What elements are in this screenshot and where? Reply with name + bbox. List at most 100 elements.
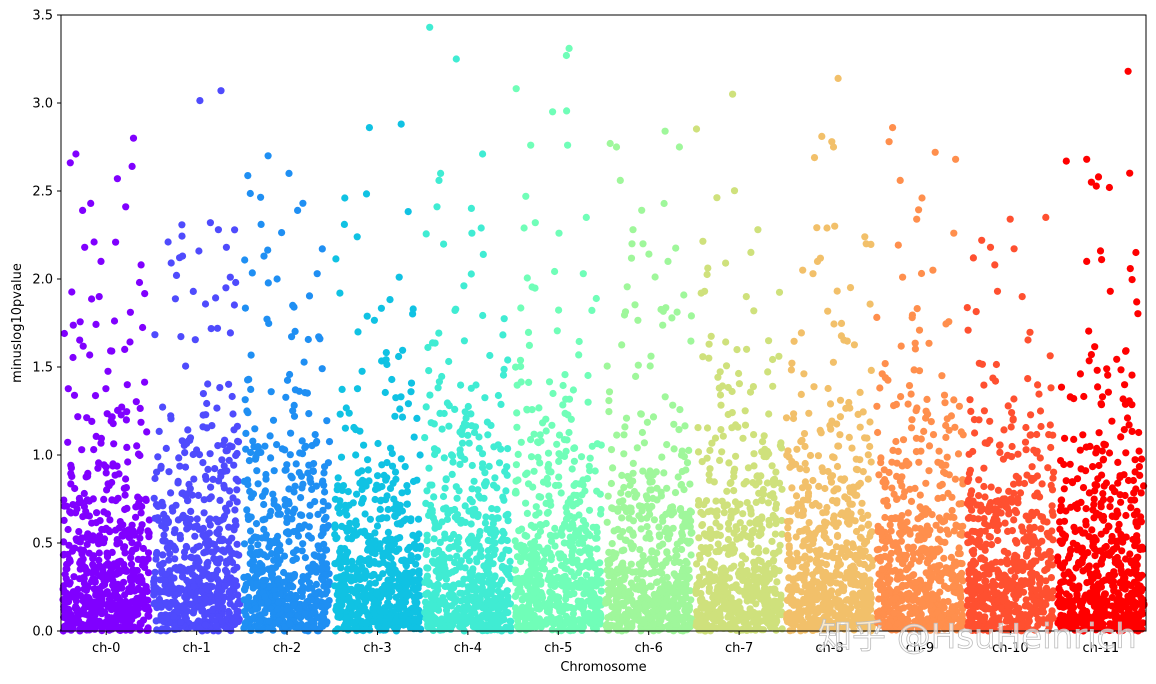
data-point bbox=[253, 449, 261, 458]
data-point bbox=[374, 439, 382, 448]
data-point bbox=[485, 462, 493, 470]
data-point bbox=[353, 570, 361, 578]
data-point bbox=[499, 331, 507, 339]
data-point bbox=[585, 550, 593, 558]
data-point bbox=[181, 463, 190, 471]
data-point bbox=[565, 395, 574, 403]
data-point bbox=[159, 403, 167, 411]
data-point-notable bbox=[341, 194, 349, 202]
data-point bbox=[512, 85, 520, 93]
data-point bbox=[730, 487, 738, 495]
data-point bbox=[605, 388, 614, 396]
data-point bbox=[533, 622, 541, 630]
data-point-notable bbox=[336, 289, 344, 297]
data-point bbox=[231, 506, 239, 514]
data-point bbox=[476, 595, 484, 603]
data-point bbox=[734, 501, 742, 510]
data-point bbox=[646, 478, 654, 486]
data-point bbox=[64, 438, 72, 446]
data-point bbox=[363, 591, 371, 599]
data-point bbox=[750, 450, 758, 458]
data-point-notable bbox=[426, 23, 434, 31]
data-point bbox=[160, 537, 168, 545]
data-point-notable bbox=[479, 250, 487, 258]
data-point bbox=[129, 546, 137, 554]
data-point bbox=[123, 381, 131, 389]
data-point bbox=[64, 525, 72, 534]
data-point bbox=[618, 341, 626, 349]
data-point bbox=[772, 468, 780, 476]
data-point bbox=[663, 484, 671, 492]
data-point bbox=[245, 375, 253, 383]
data-point bbox=[538, 594, 547, 602]
data-point bbox=[705, 587, 713, 596]
data-point bbox=[172, 625, 180, 633]
data-point bbox=[559, 381, 567, 390]
data-point bbox=[782, 414, 791, 422]
data-point bbox=[551, 580, 559, 588]
data-point bbox=[427, 419, 435, 427]
data-point bbox=[196, 97, 204, 105]
data-point bbox=[730, 187, 739, 195]
data-point bbox=[449, 452, 457, 460]
data-point bbox=[621, 610, 629, 618]
data-point bbox=[274, 599, 283, 607]
data-point-notable bbox=[616, 176, 624, 184]
data-point-notable bbox=[264, 152, 272, 160]
data-point bbox=[182, 362, 190, 370]
data-point bbox=[145, 612, 153, 620]
data-point bbox=[134, 541, 142, 549]
data-point bbox=[522, 546, 530, 554]
data-point bbox=[135, 604, 143, 613]
data-point bbox=[124, 458, 132, 466]
data-point bbox=[621, 423, 629, 431]
data-point bbox=[805, 519, 813, 527]
data-point bbox=[544, 544, 552, 552]
data-point bbox=[212, 622, 220, 630]
data-point bbox=[481, 394, 489, 402]
data-point bbox=[752, 600, 760, 608]
data-point bbox=[717, 426, 725, 434]
data-point bbox=[564, 539, 572, 547]
data-point bbox=[276, 510, 284, 518]
data-point bbox=[685, 566, 693, 574]
data-point bbox=[565, 428, 573, 437]
data-point bbox=[630, 613, 638, 621]
data-point bbox=[297, 494, 305, 502]
data-point bbox=[208, 606, 216, 614]
data-point bbox=[478, 586, 487, 594]
data-point bbox=[482, 513, 490, 521]
data-point bbox=[703, 270, 711, 279]
data-point bbox=[283, 518, 291, 527]
data-point bbox=[162, 514, 171, 522]
data-point bbox=[241, 583, 250, 591]
data-point bbox=[88, 417, 96, 425]
data-point bbox=[144, 569, 153, 577]
data-point bbox=[118, 532, 127, 540]
data-point bbox=[144, 549, 153, 557]
data-point bbox=[720, 509, 728, 517]
data-point bbox=[132, 398, 140, 406]
data-point bbox=[559, 553, 568, 561]
data-point bbox=[698, 595, 706, 603]
data-point bbox=[181, 492, 189, 500]
data-point bbox=[373, 483, 382, 491]
data-point bbox=[172, 501, 180, 509]
data-point bbox=[266, 432, 274, 440]
data-point bbox=[544, 449, 553, 457]
data-point bbox=[349, 499, 357, 507]
data-point bbox=[423, 537, 431, 545]
data-point bbox=[155, 427, 163, 435]
data-point bbox=[680, 586, 688, 594]
data-point bbox=[587, 597, 595, 606]
data-point bbox=[619, 528, 627, 536]
data-point bbox=[230, 603, 238, 611]
data-point bbox=[563, 565, 571, 573]
data-point bbox=[504, 445, 512, 453]
data-point bbox=[199, 459, 207, 467]
data-point bbox=[546, 571, 554, 580]
data-point bbox=[491, 572, 499, 580]
data-point bbox=[568, 465, 576, 473]
data-point bbox=[304, 335, 312, 344]
